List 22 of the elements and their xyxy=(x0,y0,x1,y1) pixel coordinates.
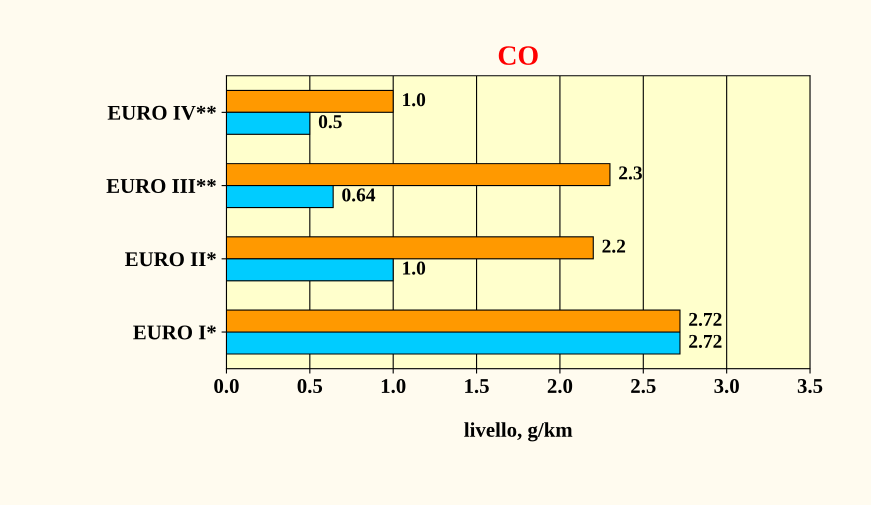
x-tick-label: 2.0 xyxy=(548,378,572,394)
y-tick-label: EURO II* xyxy=(125,252,216,266)
data-label: 1.0 xyxy=(403,262,426,275)
y-tick-label: EURO I* xyxy=(133,325,216,340)
x-tick-label: 3.0 xyxy=(714,378,739,394)
x-tick-label: 2.5 xyxy=(631,379,656,394)
data-label: 2.3 xyxy=(619,166,642,180)
y-tick-label: EURO IV** xyxy=(108,106,216,120)
x-tick-label: 1.0 xyxy=(382,378,406,394)
data-label: 2.72 xyxy=(689,312,722,326)
data-label: 2.2 xyxy=(602,240,626,253)
x-tick-label: 0.5 xyxy=(298,378,322,394)
x-tick-label: 1.5 xyxy=(465,379,489,394)
data-label: 0.5 xyxy=(318,115,342,128)
x-tick-label: 0.0 xyxy=(214,378,239,394)
x-axis-title: livello, g/km xyxy=(464,422,572,442)
data-label: 2.72 xyxy=(689,334,722,348)
data-label: 1.0 xyxy=(403,93,426,106)
x-tick-label: 3.5 xyxy=(798,379,822,394)
y-tick-label: EURO III** xyxy=(106,179,216,194)
data-label: 0.64 xyxy=(342,188,376,202)
chart-title: CO xyxy=(498,46,538,65)
